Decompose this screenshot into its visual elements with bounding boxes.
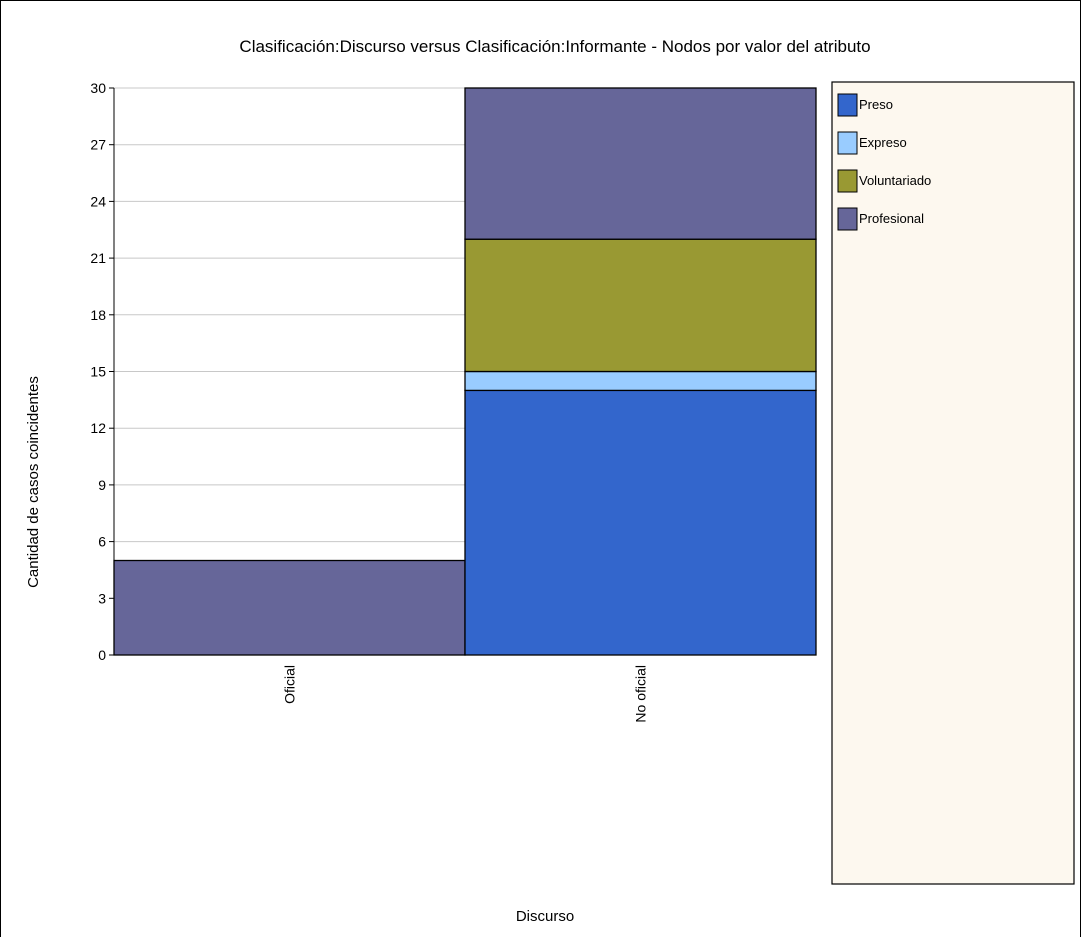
bar-segment	[464, 389, 817, 656]
chart-title: Clasificación:Discurso versus Clasificac…	[239, 37, 870, 56]
x-tick-label: No oficial	[633, 665, 649, 723]
legend-label: Preso	[859, 97, 893, 112]
legend-label: Expreso	[859, 135, 907, 150]
y-axis-label: Cantidad de casos coincidentes	[25, 376, 42, 588]
x-axis-ticks: Oficial No oficial	[282, 665, 649, 723]
y-tick-label: 15	[90, 364, 106, 380]
y-tick-label: 30	[90, 80, 106, 96]
legend-swatch	[837, 207, 858, 231]
bars	[113, 87, 817, 656]
x-tick-label: Oficial	[282, 665, 298, 704]
y-tick-label: 18	[90, 307, 106, 323]
bar-segment	[464, 87, 817, 240]
y-tick-label: 3	[98, 590, 106, 606]
y-tick-label: 0	[98, 647, 106, 663]
x-axis-label: Discurso	[516, 908, 574, 925]
y-tick-label: 6	[98, 534, 106, 550]
legend-label: Voluntariado	[859, 173, 931, 188]
y-tick-label: 21	[90, 250, 106, 266]
legend: Preso Expreso Voluntariado Profesional	[837, 93, 931, 231]
bar-segment	[113, 559, 466, 656]
y-tick-label: 27	[90, 137, 106, 153]
legend-box	[831, 81, 1075, 885]
y-tick-label: 12	[90, 420, 106, 436]
legend-swatch	[837, 131, 858, 155]
legend-swatch	[837, 169, 858, 193]
bar-segment	[464, 370, 817, 392]
y-tick-label: 24	[90, 193, 106, 209]
legend-label: Profesional	[859, 211, 924, 226]
legend-swatch	[837, 93, 858, 117]
bar-segment	[464, 238, 817, 373]
y-tick-label: 9	[98, 477, 106, 493]
y-axis-ticks: 0 3 6 9 12 15 18 21 24 27 30	[90, 80, 114, 663]
